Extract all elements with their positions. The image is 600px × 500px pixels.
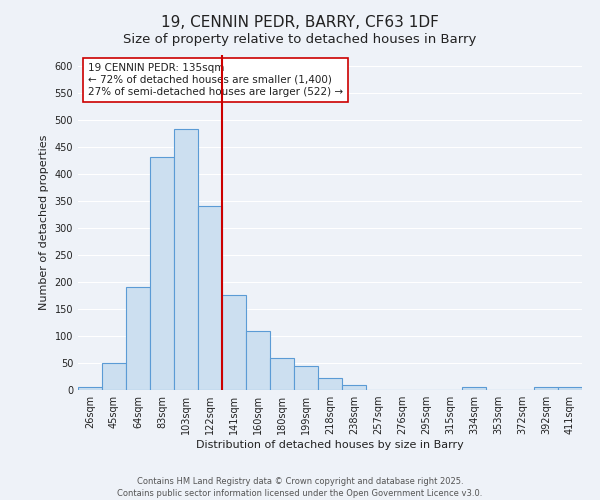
- Text: 19, CENNIN PEDR, BARRY, CF63 1DF: 19, CENNIN PEDR, BARRY, CF63 1DF: [161, 15, 439, 30]
- Y-axis label: Number of detached properties: Number of detached properties: [39, 135, 49, 310]
- Bar: [126, 288, 150, 390]
- Bar: [294, 366, 318, 390]
- Bar: [534, 388, 558, 390]
- Bar: [462, 388, 486, 390]
- Text: Contains HM Land Registry data © Crown copyright and database right 2025.
Contai: Contains HM Land Registry data © Crown c…: [118, 476, 482, 498]
- Bar: [222, 296, 246, 390]
- Bar: [246, 330, 270, 390]
- Bar: [174, 129, 198, 390]
- Bar: [342, 384, 366, 390]
- Bar: [102, 363, 126, 390]
- Bar: [558, 388, 582, 390]
- Bar: [198, 206, 222, 390]
- Bar: [270, 358, 294, 390]
- Bar: [318, 378, 342, 390]
- Bar: [78, 388, 102, 390]
- X-axis label: Distribution of detached houses by size in Barry: Distribution of detached houses by size …: [196, 440, 464, 450]
- Text: 19 CENNIN PEDR: 135sqm
← 72% of detached houses are smaller (1,400)
27% of semi-: 19 CENNIN PEDR: 135sqm ← 72% of detached…: [88, 64, 343, 96]
- Bar: [150, 156, 174, 390]
- Text: Size of property relative to detached houses in Barry: Size of property relative to detached ho…: [124, 32, 476, 46]
